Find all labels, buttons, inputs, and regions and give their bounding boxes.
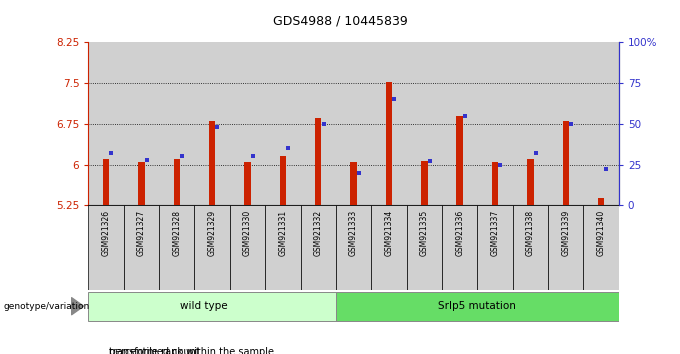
Text: GSM921337: GSM921337	[490, 210, 500, 256]
Bar	[598, 198, 605, 205]
Text: GSM921331: GSM921331	[278, 210, 288, 256]
Text: Srlp5 mutation: Srlp5 mutation	[439, 301, 516, 310]
Bar	[159, 42, 194, 205]
Text: genotype/variation: genotype/variation	[3, 302, 90, 311]
Bar	[336, 42, 371, 205]
Bar	[88, 205, 124, 290]
Text: GSM921330: GSM921330	[243, 210, 252, 256]
Text: GSM921333: GSM921333	[349, 210, 358, 256]
Bar	[265, 205, 301, 290]
Bar	[138, 162, 145, 205]
Bar	[230, 205, 265, 290]
Bar	[442, 42, 477, 205]
Bar	[336, 292, 619, 321]
Bar	[492, 162, 498, 205]
Bar	[513, 42, 548, 205]
Text: GSM921332: GSM921332	[313, 210, 323, 256]
Bar	[371, 205, 407, 290]
Text: transformed count: transformed count	[109, 347, 199, 354]
Bar	[350, 162, 357, 205]
Text: GDS4988 / 10445839: GDS4988 / 10445839	[273, 14, 407, 27]
Bar	[103, 159, 109, 205]
Bar	[421, 161, 428, 205]
Bar	[265, 42, 301, 205]
Text: GSM921335: GSM921335	[420, 210, 429, 256]
Text: GSM921329: GSM921329	[207, 210, 217, 256]
Text: GSM921340: GSM921340	[596, 210, 606, 256]
Bar	[301, 42, 336, 205]
Text: GSM921339: GSM921339	[561, 210, 571, 256]
Bar	[583, 42, 619, 205]
Bar	[209, 121, 216, 205]
Text: GSM921336: GSM921336	[455, 210, 464, 256]
Bar	[173, 159, 180, 205]
Bar	[244, 162, 251, 205]
Bar	[336, 205, 371, 290]
Bar	[88, 292, 336, 321]
Bar	[194, 42, 230, 205]
Text: GSM921338: GSM921338	[526, 210, 535, 256]
Bar	[301, 205, 336, 290]
Bar	[477, 205, 513, 290]
Text: GSM921328: GSM921328	[172, 210, 182, 256]
Bar	[477, 42, 513, 205]
Bar	[527, 159, 534, 205]
Polygon shape	[71, 297, 84, 315]
Bar	[371, 42, 407, 205]
Bar	[407, 205, 442, 290]
Text: GSM921327: GSM921327	[137, 210, 146, 256]
Text: GSM921326: GSM921326	[101, 210, 111, 256]
Bar	[583, 205, 619, 290]
Bar	[548, 205, 583, 290]
Bar	[407, 42, 442, 205]
Bar	[194, 205, 230, 290]
Bar	[124, 205, 159, 290]
Bar	[548, 42, 583, 205]
Bar	[562, 121, 569, 205]
Bar	[513, 205, 548, 290]
Bar	[124, 42, 159, 205]
Bar	[442, 205, 477, 290]
Bar	[279, 156, 286, 205]
Bar	[456, 116, 463, 205]
Text: percentile rank within the sample: percentile rank within the sample	[109, 347, 273, 354]
Bar	[88, 42, 124, 205]
Bar	[386, 82, 392, 205]
Text: wild type: wild type	[180, 301, 227, 310]
Bar	[230, 42, 265, 205]
Bar	[159, 205, 194, 290]
Bar	[315, 119, 322, 205]
Text: GSM921334: GSM921334	[384, 210, 394, 256]
